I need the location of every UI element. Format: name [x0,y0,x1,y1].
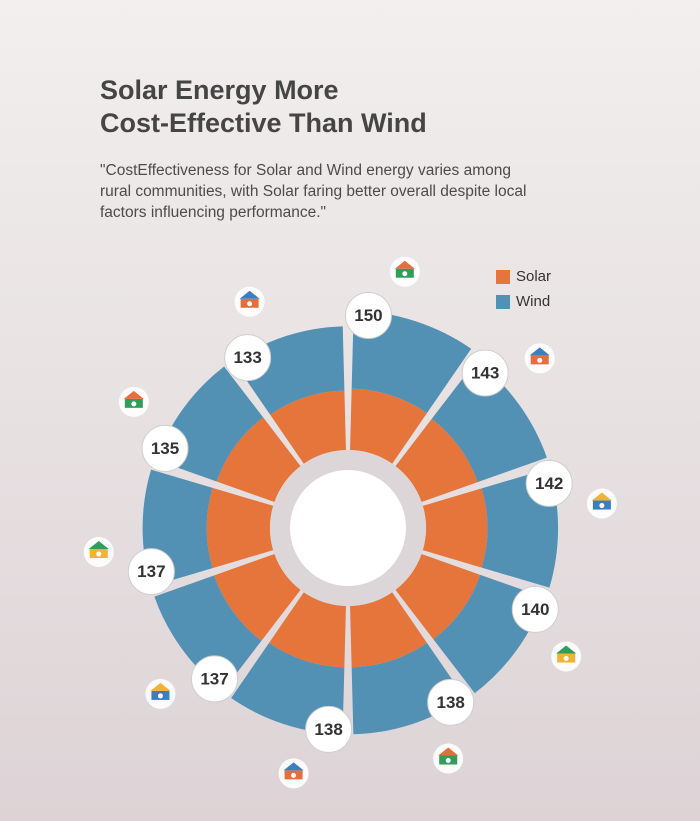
legend-label-solar: Solar [516,268,552,285]
bar-wind-2 [431,360,547,483]
value-label-7: 137 [200,669,228,688]
village-trees-icon-dot [291,772,297,778]
value-label-bg-1 [344,291,392,339]
village-trees-icon [278,758,309,789]
community-people-icon-dot [402,271,408,277]
value-label-bg-7 [191,655,239,703]
value-label-bg-2 [461,349,509,397]
windmill-icon-roof [239,290,260,299]
value-label-9: 135 [151,439,179,458]
bar-solar-5 [350,592,427,668]
value-label-bg-4 [511,585,559,633]
community-people-icon-roof [394,260,415,269]
rural-houses-icon-roof [88,541,109,550]
bar-solar-3 [422,488,488,568]
legend-item-wind: Wind [496,289,551,314]
bar-solar-10 [270,390,346,464]
value-label-6: 138 [314,720,342,739]
solar-factory-icon-dot [131,401,137,407]
value-label-bg-3 [525,459,573,507]
bar-wind-1 [351,310,472,414]
sunrise-field-icon [551,641,582,672]
bar-solar-4 [395,554,481,640]
tree-people-icon [433,743,464,774]
bar-group [142,310,559,735]
wind-solar-panel-icon [586,488,617,519]
bar-solar-6 [269,592,346,668]
farm-barn-icon-dot [537,357,543,363]
bar-solar-2 [395,418,478,502]
solar-factory-icon-roof [123,390,144,399]
value-label-bg-5 [427,678,475,726]
windmill-icon [234,286,265,317]
rural-houses-icon-dot [96,551,102,557]
eco-house-icon-roof [150,682,171,691]
solar-factory-icon [118,386,149,417]
bar-wind-7 [154,575,262,691]
legend: Solar Wind [496,264,551,314]
windmill-icon-dot [247,301,253,307]
legend-swatch-solar [496,269,510,284]
farm-barn-icon [524,343,555,374]
center-hole [290,470,406,586]
bar-solar-7 [213,554,301,641]
bar-solar-1 [350,388,427,464]
chart-subtitle: "CostEffectiveness for Solar and Wind en… [100,162,527,221]
tree-people-icon-roof [438,747,459,756]
label-group: 150 143 142 140 138 138 137 137 135 133 [127,291,573,753]
value-label-4: 140 [521,600,549,619]
farm-barn-icon-roof [529,347,550,356]
eco-house-icon-dot [157,693,163,699]
value-label-2: 143 [471,363,499,382]
legend-swatch-wind [496,294,510,309]
legend-item-solar: Solar [496,264,551,289]
wind-solar-panel-icon-dot [599,503,605,509]
value-label-1: 150 [354,306,382,325]
value-label-8: 137 [137,562,165,581]
icon-group [83,256,617,789]
chart-title-line-1: Solar Energy More [100,75,339,105]
value-label-bg-10 [224,334,272,382]
value-label-bg-8 [127,548,175,596]
community-people-icon [389,256,420,287]
value-label-bg-9 [141,424,189,472]
value-label-bg-6 [305,705,353,753]
value-label-3: 142 [535,474,563,493]
sunrise-field-icon-dot [563,656,569,662]
tree-people-icon-dot [445,757,451,763]
chart-title-line-2: Cost-Effective Than Wind [100,108,427,138]
wind-solar-panel-icon-roof [591,492,612,501]
bar-solar-8 [206,487,274,569]
rural-houses-icon [83,537,114,568]
village-trees-icon-roof [283,762,304,771]
value-label-5: 138 [437,693,465,712]
value-label-10: 133 [233,348,261,367]
sunrise-field-icon-roof [556,645,577,654]
chart-title: Solar Energy More Cost-Effective Than Wi… [100,74,620,140]
legend-label-wind: Wind [516,293,551,310]
eco-house-icon [145,678,176,709]
bar-solar-9 [216,417,301,502]
